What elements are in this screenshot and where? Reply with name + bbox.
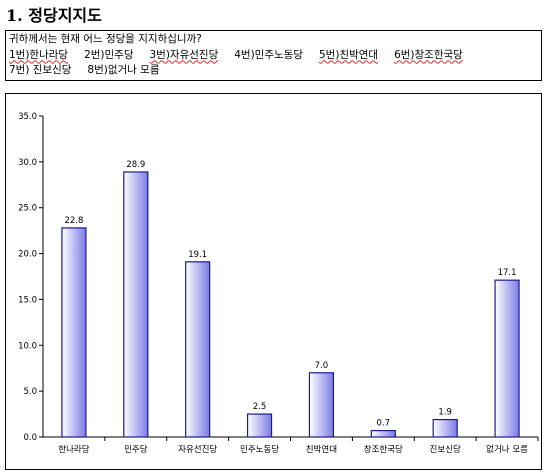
section-title: 1. 정당지지도 <box>6 6 102 25</box>
y-tick-label: 20.0 <box>18 250 37 260</box>
x-tick-label: 한나라당 <box>58 444 89 455</box>
y-tick-label: 10.0 <box>18 341 37 351</box>
bar-value-label: 22.8 <box>64 216 83 226</box>
bar-value-label: 0.7 <box>377 419 391 429</box>
option-4: 5번)친박연대 <box>319 48 379 61</box>
question-text: 귀하께서는 현재 어느 정당을 지지하십니까? <box>9 33 202 45</box>
option-0: 1번)한나라당 <box>9 48 69 61</box>
bar-value-label: 19.1 <box>188 250 207 260</box>
question-box: 귀하께서는 현재 어느 정당을 지지하십니까? 1번)한나라당 2번)민주당 3번)… <box>5 30 542 81</box>
option-3: 4번)민주노동당 <box>234 48 303 61</box>
y-tick-label: 30.0 <box>18 158 37 168</box>
bar <box>308 372 335 438</box>
bar-value-label: 17.1 <box>498 268 517 278</box>
y-tick-label: 35.0 <box>18 112 37 122</box>
x-tick-label: 친박연대 <box>306 444 337 455</box>
bar <box>185 261 211 438</box>
option-5: 6번)창조한국당 <box>394 48 463 61</box>
x-tick-label: 진보신당 <box>430 444 461 455</box>
options-line-2: 7번) 진보신당 8번)없거나 모름 <box>9 63 538 79</box>
bar <box>370 429 396 438</box>
bar-value-label: 7.0 <box>315 361 329 371</box>
bar-value-label: 2.5 <box>253 402 267 412</box>
x-tick-label: 창조한국당 <box>364 444 403 455</box>
y-tick-label: 0.0 <box>23 433 37 443</box>
y-tick-label: 25.0 <box>18 204 37 214</box>
option-line2-1: 8번)없거나 모름 <box>87 64 160 76</box>
bar-value-label: 1.9 <box>438 408 452 418</box>
options-line-1: 1번)한나라당 2번)민주당 3번)자유선진당 4번)민주노동당 5번)친박연대 6번)창… <box>9 48 538 64</box>
chart-frame: 0.0 5.0 10.0 15.0 20.0 25.0 30.0 35.0 22.8 한나라당 28… <box>5 93 542 470</box>
y-tick-label: 5.0 <box>23 387 37 397</box>
x-tick-label: 없거나 모름 <box>486 445 528 455</box>
x-tick-label: 민주당 <box>124 444 148 455</box>
bar <box>494 279 520 438</box>
bar <box>246 413 273 438</box>
bar <box>432 418 458 438</box>
bar-value-label: 28.9 <box>126 160 145 170</box>
bar <box>61 227 87 438</box>
x-tick-label: 자유선진당 <box>178 444 217 455</box>
bar-chart: 0.0 5.0 10.0 15.0 20.0 25.0 30.0 35.0 22.8 한나라당 28… <box>18 112 539 455</box>
y-tick-label: 15.0 <box>18 295 37 305</box>
option-line2-0: 7번) 진보신당 <box>9 64 72 76</box>
x-tick-label: 민주노동당 <box>240 444 279 455</box>
option-2: 3번)자유선진당 <box>149 48 219 61</box>
option-1: 2번)민주당 <box>84 48 134 61</box>
bar <box>123 171 149 438</box>
